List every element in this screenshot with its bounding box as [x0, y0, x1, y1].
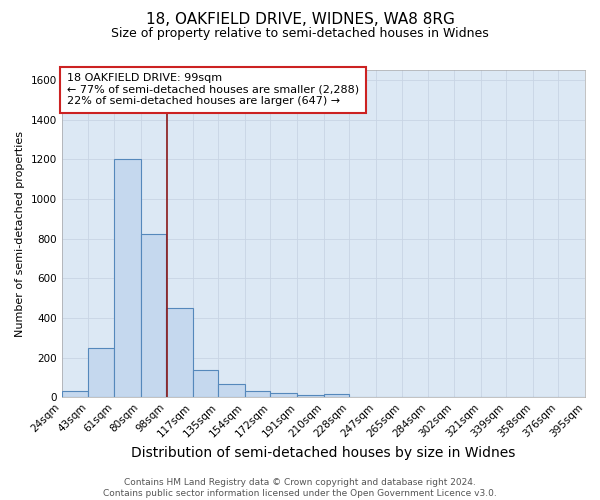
Text: 18, OAKFIELD DRIVE, WIDNES, WA8 8RG: 18, OAKFIELD DRIVE, WIDNES, WA8 8RG — [146, 12, 454, 28]
Bar — [297, 396, 324, 398]
Bar — [166, 308, 193, 398]
Text: 18 OAKFIELD DRIVE: 99sqm
← 77% of semi-detached houses are smaller (2,288)
22% o: 18 OAKFIELD DRIVE: 99sqm ← 77% of semi-d… — [67, 74, 359, 106]
Y-axis label: Number of semi-detached properties: Number of semi-detached properties — [15, 130, 25, 336]
Bar — [245, 392, 271, 398]
Text: Contains HM Land Registry data © Crown copyright and database right 2024.
Contai: Contains HM Land Registry data © Crown c… — [103, 478, 497, 498]
Text: Size of property relative to semi-detached houses in Widnes: Size of property relative to semi-detach… — [111, 28, 489, 40]
Bar — [114, 160, 140, 398]
Bar — [193, 370, 218, 398]
Bar — [324, 394, 349, 398]
X-axis label: Distribution of semi-detached houses by size in Widnes: Distribution of semi-detached houses by … — [131, 446, 515, 460]
Bar — [271, 394, 297, 398]
Bar — [62, 392, 88, 398]
Bar — [88, 348, 114, 398]
Bar — [218, 384, 245, 398]
Bar — [140, 234, 166, 398]
